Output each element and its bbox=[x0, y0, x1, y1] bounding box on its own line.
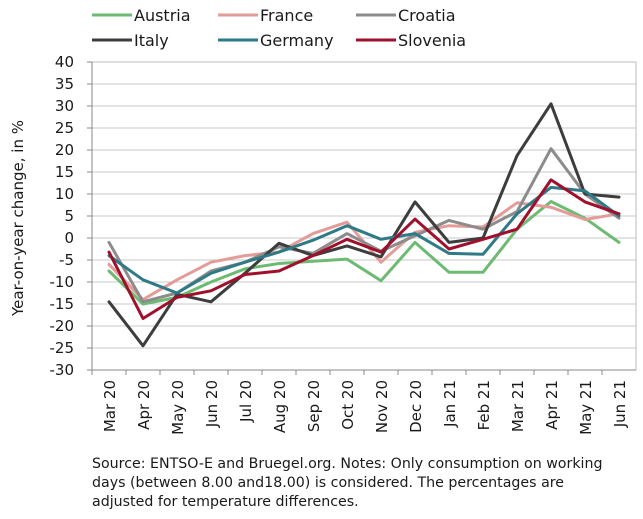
x-tick-label: Jun 20 bbox=[203, 380, 221, 428]
grid-lines bbox=[92, 61, 636, 371]
legend-label-austria: Austria bbox=[134, 6, 191, 25]
y-tick-label: 25 bbox=[55, 119, 74, 137]
legend-label-germany: Germany bbox=[260, 31, 334, 50]
x-tick-label: Sep 20 bbox=[305, 380, 323, 432]
source-note: Source: ENTSO-E and Bruegel.org. Notes: … bbox=[92, 456, 603, 510]
legend-label-slovenia: Slovenia bbox=[398, 31, 466, 50]
y-tick-label: 5 bbox=[64, 207, 74, 225]
x-tick-label: Jun 21 bbox=[611, 380, 629, 428]
x-tick-label: Feb 21 bbox=[475, 380, 493, 430]
x-tick-label: Mar 20 bbox=[101, 380, 119, 432]
legend: Austria France Croatia Italy Germany Slovenia bbox=[92, 6, 466, 50]
y-tick-label: 10 bbox=[55, 185, 74, 203]
series-line-italy bbox=[107, 102, 621, 348]
y-tick-label: -5 bbox=[59, 251, 74, 269]
x-tick-label: Apr 20 bbox=[135, 380, 153, 430]
line-chart: 40 35 30 25 20 15 10 5 0 -5 -10 -15 -20 -25 -30 Mar 20… bbox=[9, 6, 637, 435]
y-tick-label: -10 bbox=[50, 273, 75, 291]
x-tick-label: Jan 21 bbox=[441, 380, 459, 428]
y-tick-label: -30 bbox=[50, 361, 75, 379]
y-tick-label: 20 bbox=[55, 141, 74, 159]
y-tick-labels: 40 35 30 25 20 15 10 5 0 -5 -10 -15 -20 -25 -30 bbox=[50, 53, 75, 379]
y-tick-label: 30 bbox=[55, 97, 74, 115]
y-axis-title: Year-on-year change, in % bbox=[9, 120, 27, 317]
series-lines bbox=[107, 102, 621, 348]
axes bbox=[87, 61, 637, 375]
x-tick-label: Apr 21 bbox=[543, 380, 561, 430]
y-tick-label: -20 bbox=[50, 317, 75, 335]
legend-label-france: France bbox=[260, 6, 313, 25]
x-tick-label: Aug 20 bbox=[271, 380, 289, 433]
x-tick-label: May 21 bbox=[577, 380, 595, 435]
y-tick-label: -25 bbox=[50, 339, 75, 357]
legend-label-croatia: Croatia bbox=[398, 6, 456, 25]
y-tick-label: 35 bbox=[55, 75, 74, 93]
y-tick-label: 0 bbox=[64, 229, 74, 247]
x-tick-label: Dec 20 bbox=[407, 380, 425, 433]
series-line-slovenia bbox=[107, 178, 621, 320]
x-tick-label: May 20 bbox=[169, 380, 187, 435]
y-tick-label: 40 bbox=[55, 53, 74, 71]
y-tick-label: -15 bbox=[50, 295, 75, 313]
x-tick-label: Mar 21 bbox=[509, 380, 527, 432]
x-tick-labels: Mar 20 Apr 20 May 20 Jun 20 Jul 20 Aug 20 Sep … bbox=[101, 380, 629, 435]
x-tick-label: Jul 20 bbox=[237, 380, 255, 423]
series-line-germany bbox=[107, 185, 621, 295]
x-tick-label: Nov 20 bbox=[373, 380, 391, 433]
y-tick-label: 15 bbox=[55, 163, 74, 181]
series-line-austria bbox=[107, 200, 621, 306]
x-tick-label: Oct 20 bbox=[339, 380, 357, 430]
legend-label-italy: Italy bbox=[134, 31, 169, 50]
